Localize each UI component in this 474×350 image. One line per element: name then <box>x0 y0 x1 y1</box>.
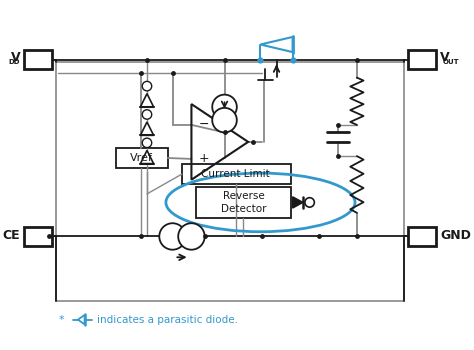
Bar <box>196 187 291 218</box>
Text: V: V <box>440 51 450 64</box>
Text: GND: GND <box>440 229 471 242</box>
Text: Current Limit: Current Limit <box>201 169 270 179</box>
Circle shape <box>142 138 152 148</box>
Circle shape <box>159 223 186 250</box>
Text: V: V <box>10 51 20 64</box>
Text: +: + <box>199 153 210 166</box>
Bar <box>182 164 291 184</box>
Text: CE: CE <box>3 229 20 242</box>
Bar <box>408 227 437 246</box>
Bar <box>408 50 437 69</box>
Text: −: − <box>199 118 210 131</box>
Bar <box>24 50 53 69</box>
Bar <box>116 148 168 168</box>
Text: Vref: Vref <box>130 153 153 163</box>
Circle shape <box>212 108 237 132</box>
Bar <box>56 62 404 301</box>
Text: Reverse
Detector: Reverse Detector <box>221 191 266 214</box>
Text: *: * <box>59 315 64 325</box>
Circle shape <box>142 110 152 119</box>
Bar <box>24 227 53 246</box>
Text: indicates a parasitic diode.: indicates a parasitic diode. <box>97 315 238 325</box>
Circle shape <box>142 82 152 91</box>
Circle shape <box>305 198 314 207</box>
Polygon shape <box>292 197 303 208</box>
Text: OUT: OUT <box>443 60 460 65</box>
Circle shape <box>212 94 237 119</box>
Text: DD: DD <box>9 60 20 65</box>
Circle shape <box>178 223 205 250</box>
